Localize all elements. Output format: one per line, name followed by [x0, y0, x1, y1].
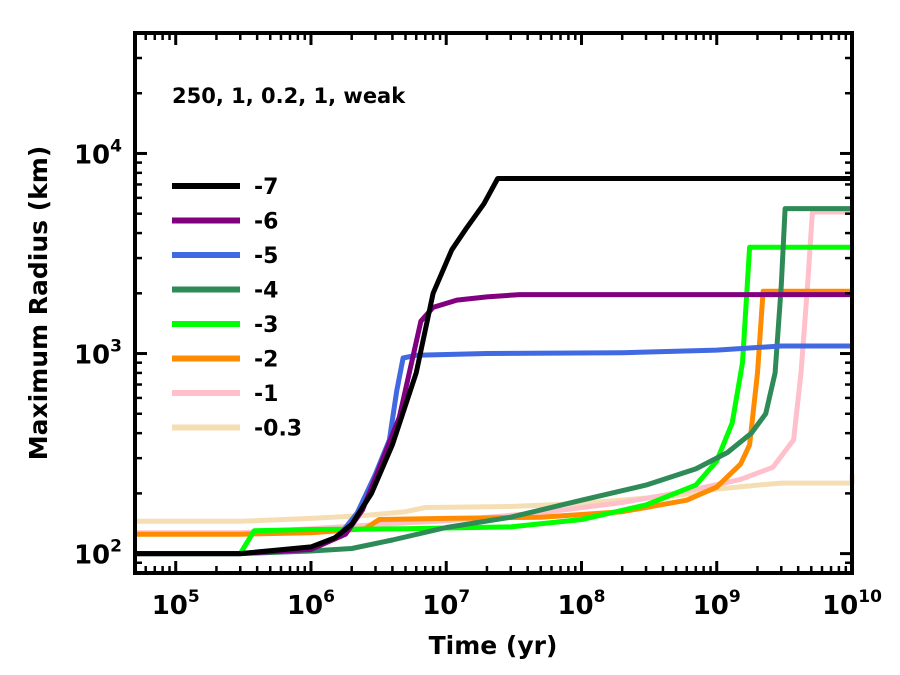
- legend-label: -2: [254, 348, 278, 373]
- legend-label: -3: [254, 313, 278, 338]
- y-tick-label: 104: [74, 136, 122, 170]
- x-tick-label: 108: [557, 587, 605, 621]
- legend-label: -1: [254, 382, 278, 407]
- y-tick-label: 102: [74, 537, 122, 571]
- legend-label: -5: [254, 244, 278, 269]
- series-line--3: [135, 244, 852, 557]
- series-line--4: [135, 206, 852, 557]
- y-axis-title: Maximum Radius (km): [24, 146, 53, 461]
- x-tick-label: 1010: [822, 587, 882, 621]
- x-tick-label: 105: [152, 587, 200, 621]
- x-tick-label: 106: [287, 587, 335, 621]
- plot-frame: [133, 31, 854, 575]
- tick-label-layer: 105 106 107 108 109 1010 102 103 104: [74, 136, 882, 621]
- legend-label: -7: [254, 175, 278, 200]
- series-line--7: [135, 176, 852, 557]
- series-layer: [135, 176, 855, 557]
- chart-annotation: 250, 1, 0.2, 1, weak: [172, 84, 406, 108]
- series-line--0.3: [135, 474, 855, 524]
- legend-label: -6: [254, 210, 278, 235]
- legend: -7 -6 -5 -4 -3 -2 -1 -0.3: [172, 175, 302, 442]
- legend-label: -0.3: [254, 417, 302, 442]
- x-axis-title: Time (yr): [429, 631, 558, 660]
- legend-label: -4: [254, 279, 278, 304]
- x-tick-label: 109: [693, 587, 741, 621]
- x-tick-label: 107: [422, 587, 470, 621]
- y-tick-label: 103: [74, 337, 122, 371]
